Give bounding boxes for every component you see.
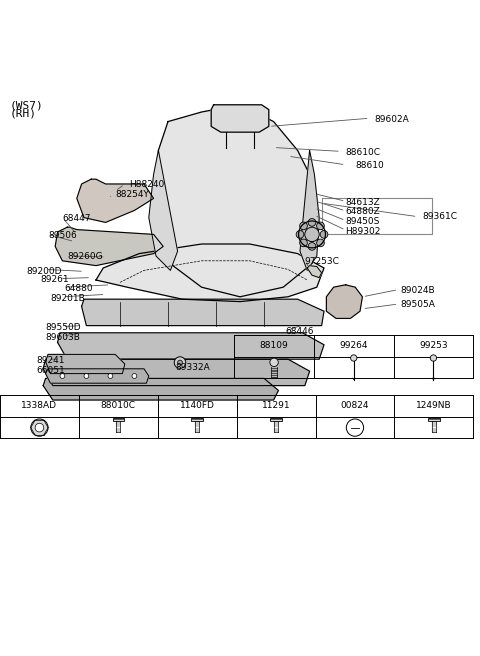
Polygon shape: [154, 105, 319, 297]
Circle shape: [108, 374, 113, 379]
Circle shape: [317, 239, 324, 247]
Text: (RH): (RH): [10, 108, 36, 118]
Bar: [192, 417, 203, 421]
Polygon shape: [96, 244, 324, 302]
Text: 89261: 89261: [41, 276, 70, 285]
Polygon shape: [82, 299, 324, 325]
Circle shape: [132, 374, 137, 379]
Text: 89332A: 89332A: [175, 363, 210, 372]
Polygon shape: [307, 266, 322, 277]
Text: 68446: 68446: [286, 327, 314, 337]
Text: 89603B: 89603B: [46, 333, 81, 342]
Text: 97253C: 97253C: [305, 257, 340, 266]
Text: 1140FD: 1140FD: [180, 401, 215, 411]
Circle shape: [308, 243, 316, 250]
Polygon shape: [46, 354, 125, 374]
Text: 89550D: 89550D: [46, 323, 81, 333]
Polygon shape: [55, 227, 163, 266]
Circle shape: [296, 230, 304, 238]
Polygon shape: [58, 333, 324, 359]
Circle shape: [84, 374, 89, 379]
Polygon shape: [43, 359, 310, 386]
Text: 89602A: 89602A: [374, 115, 409, 124]
Circle shape: [178, 360, 182, 365]
Text: 89024B: 89024B: [401, 286, 435, 295]
Polygon shape: [300, 150, 319, 270]
Text: 84613Z: 84613Z: [346, 197, 380, 207]
Circle shape: [305, 227, 319, 241]
Text: 88254Y: 88254Y: [115, 190, 149, 199]
Bar: [112, 417, 124, 421]
Polygon shape: [46, 369, 149, 383]
Text: 89200D: 89200D: [26, 267, 62, 276]
Text: 68447: 68447: [62, 214, 91, 223]
Text: 99264: 99264: [339, 342, 368, 350]
Text: 89260G: 89260G: [67, 253, 103, 262]
Text: 89450S: 89450S: [346, 217, 380, 226]
Circle shape: [308, 218, 316, 226]
Text: 88610: 88610: [355, 161, 384, 171]
Bar: [428, 417, 440, 421]
Polygon shape: [43, 379, 278, 400]
Circle shape: [31, 419, 48, 436]
Polygon shape: [149, 150, 178, 270]
Circle shape: [320, 230, 328, 238]
Text: 66051: 66051: [36, 366, 65, 375]
Text: 99253: 99253: [419, 342, 448, 350]
Text: 89201B: 89201B: [50, 294, 85, 302]
Bar: [270, 417, 282, 421]
Text: 88610C: 88610C: [346, 148, 381, 157]
Text: 1249NB: 1249NB: [416, 401, 452, 411]
Circle shape: [60, 374, 65, 379]
Text: 1338AD: 1338AD: [22, 401, 58, 411]
Text: 89241: 89241: [36, 356, 64, 365]
Circle shape: [300, 222, 307, 230]
Circle shape: [317, 222, 324, 230]
Text: 00824: 00824: [341, 401, 369, 411]
Text: 89506: 89506: [48, 231, 77, 240]
Text: 64880Z: 64880Z: [346, 207, 380, 216]
Text: (WS7): (WS7): [10, 100, 43, 110]
Text: 88109: 88109: [260, 342, 288, 350]
Polygon shape: [326, 285, 362, 318]
Text: H88240: H88240: [130, 180, 165, 190]
Text: 64880: 64880: [65, 284, 94, 293]
Circle shape: [174, 357, 186, 368]
Polygon shape: [211, 105, 269, 132]
Text: 89505A: 89505A: [401, 300, 436, 310]
Circle shape: [270, 358, 278, 367]
Text: 89361C: 89361C: [422, 212, 457, 221]
Circle shape: [300, 239, 307, 247]
Circle shape: [430, 355, 437, 361]
Circle shape: [35, 423, 44, 432]
Polygon shape: [77, 179, 154, 222]
Circle shape: [350, 355, 357, 361]
Text: H89302: H89302: [346, 226, 381, 236]
Text: 11291: 11291: [262, 401, 290, 411]
Text: 88010C: 88010C: [101, 401, 136, 411]
